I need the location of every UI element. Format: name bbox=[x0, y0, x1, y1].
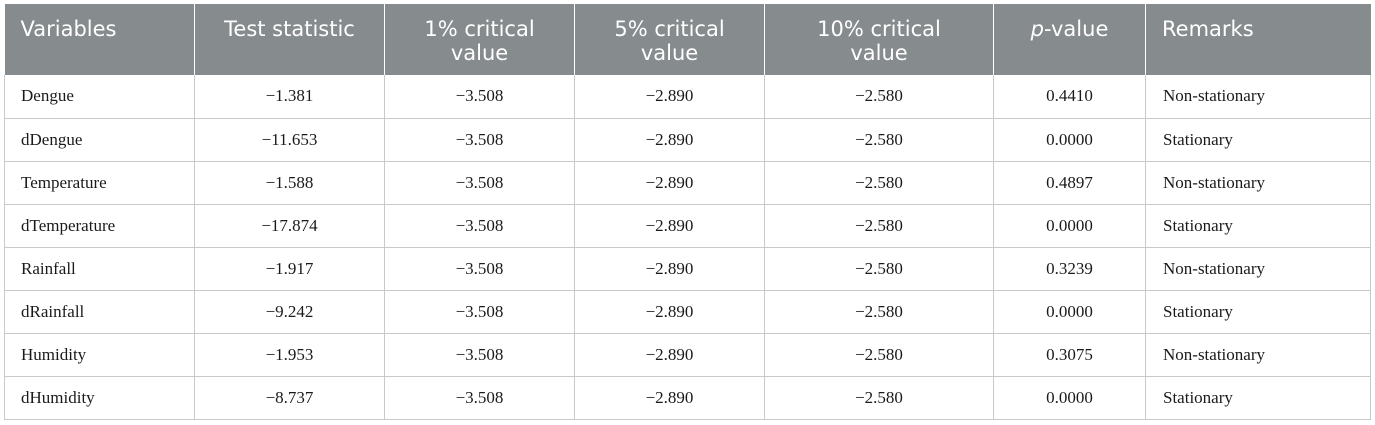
table-row[interactable]: dDengue −11.653 −3.508 −2.890 −2.580 0.0000 St… bbox=[4, 118, 1371, 162]
cell-5pct-critical-value: −2.890 bbox=[574, 75, 765, 119]
cell-test-statistic: −1.381 bbox=[194, 75, 385, 119]
cell-remarks: Stationary bbox=[1145, 376, 1371, 420]
header-5pct-line1: 5% critical bbox=[614, 17, 725, 41]
header-1pct-line2: value bbox=[450, 41, 509, 65]
header-10pct-line2: value bbox=[850, 41, 908, 65]
cell-remarks: Stationary bbox=[1145, 290, 1371, 334]
cell-p-value: 0.0000 bbox=[993, 204, 1146, 248]
cell-test-statistic: −17.874 bbox=[194, 204, 385, 248]
cell-p-value: 0.4410 bbox=[993, 75, 1146, 119]
cell-variable: dTemperature bbox=[4, 204, 195, 248]
cell-variable: Rainfall bbox=[4, 247, 195, 291]
header-10pct-line1: 10% critical bbox=[817, 17, 941, 41]
cell-test-statistic: −8.737 bbox=[194, 376, 385, 420]
cell-1pct-critical-value: −3.508 bbox=[384, 204, 575, 248]
cell-1pct-critical-value: −3.508 bbox=[384, 161, 575, 205]
cell-10pct-critical-value: −2.580 bbox=[764, 75, 994, 119]
table-row[interactable]: Dengue −1.381 −3.508 −2.890 −2.580 0.4410 Non-… bbox=[4, 75, 1371, 119]
cell-variable: Temperature bbox=[4, 161, 195, 205]
cell-5pct-critical-value: −2.890 bbox=[574, 118, 765, 162]
table-row[interactable]: dTemperature −17.874 −3.508 −2.890 −2.580 0.0… bbox=[4, 204, 1371, 248]
cell-1pct-critical-value: −3.508 bbox=[384, 118, 575, 162]
cell-1pct-critical-value: −3.508 bbox=[384, 290, 575, 334]
cell-5pct-critical-value: −2.890 bbox=[574, 161, 765, 205]
cell-p-value: 0.0000 bbox=[993, 290, 1146, 334]
table-row[interactable]: Temperature −1.588 −3.508 −2.890 −2.580 0.489… bbox=[4, 161, 1371, 205]
cell-1pct-critical-value: −3.508 bbox=[384, 376, 575, 420]
cell-p-value: 0.4897 bbox=[993, 161, 1146, 205]
cell-p-value: 0.3239 bbox=[993, 247, 1146, 291]
cell-p-value: 0.3075 bbox=[993, 333, 1146, 377]
header-10pct-critical-value[interactable]: 10% critical value bbox=[764, 4, 994, 75]
cell-10pct-critical-value: −2.580 bbox=[764, 161, 994, 205]
table-row[interactable]: Rainfall −1.917 −3.508 −2.890 −2.580 0.3239 No… bbox=[4, 247, 1371, 291]
cell-test-statistic: −1.953 bbox=[194, 333, 385, 377]
cell-remarks: Non-stationary bbox=[1145, 161, 1371, 205]
header-5pct-critical-value[interactable]: 5% critical value bbox=[574, 4, 765, 75]
header-p-value[interactable]: p-value bbox=[993, 4, 1146, 75]
header-remarks[interactable]: Remarks bbox=[1145, 4, 1371, 75]
table-row[interactable]: Humidity −1.953 −3.508 −2.890 −2.580 0.3075 No… bbox=[4, 333, 1371, 377]
cell-1pct-critical-value: −3.508 bbox=[384, 247, 575, 291]
cell-remarks: Non-stationary bbox=[1145, 333, 1371, 377]
table-row[interactable]: dRainfall −9.242 −3.508 −2.890 −2.580 0.0000 S… bbox=[4, 290, 1371, 334]
cell-10pct-critical-value: −2.580 bbox=[764, 204, 994, 248]
cell-10pct-critical-value: −2.580 bbox=[764, 247, 994, 291]
cell-test-statistic: −1.917 bbox=[194, 247, 385, 291]
cell-variable: Dengue bbox=[4, 75, 195, 119]
header-variables[interactable]: Variables bbox=[4, 4, 195, 75]
cell-p-value: 0.0000 bbox=[993, 118, 1146, 162]
cell-remarks: Stationary bbox=[1145, 204, 1371, 248]
cell-5pct-critical-value: −2.890 bbox=[574, 247, 765, 291]
cell-variable: dHumidity bbox=[4, 376, 195, 420]
table-row[interactable]: dHumidity −8.737 −3.508 −2.890 −2.580 0.0000 S… bbox=[4, 376, 1371, 420]
cell-remarks: Non-stationary bbox=[1145, 75, 1371, 119]
cell-5pct-critical-value: −2.890 bbox=[574, 290, 765, 334]
cell-10pct-critical-value: −2.580 bbox=[764, 376, 994, 420]
header-p-rest: -value bbox=[1043, 17, 1109, 41]
cell-remarks: Non-stationary bbox=[1145, 247, 1371, 291]
cell-5pct-critical-value: −2.890 bbox=[574, 333, 765, 377]
stationarity-test-table: Variables Test statistic 1% critical val… bbox=[4, 4, 1371, 420]
cell-variable: Humidity bbox=[4, 333, 195, 377]
cell-5pct-critical-value: −2.890 bbox=[574, 204, 765, 248]
cell-test-statistic: −9.242 bbox=[194, 290, 385, 334]
header-p-italic: p bbox=[1030, 17, 1044, 41]
cell-p-value: 0.0000 bbox=[993, 376, 1146, 420]
header-5pct-line2: value bbox=[640, 41, 699, 65]
header-1pct-critical-value[interactable]: 1% critical value bbox=[384, 4, 575, 75]
header-test-statistic[interactable]: Test statistic bbox=[194, 4, 385, 75]
cell-10pct-critical-value: −2.580 bbox=[764, 333, 994, 377]
cell-1pct-critical-value: −3.508 bbox=[384, 333, 575, 377]
cell-5pct-critical-value: −2.890 bbox=[574, 376, 765, 420]
cell-variable: dRainfall bbox=[4, 290, 195, 334]
cell-test-statistic: −1.588 bbox=[194, 161, 385, 205]
table-header-row: Variables Test statistic 1% critical val… bbox=[4, 4, 1371, 75]
cell-test-statistic: −11.653 bbox=[194, 118, 385, 162]
table-body: Dengue −1.381 −3.508 −2.890 −2.580 0.4410 Non-… bbox=[4, 75, 1371, 420]
stationarity-test-table-container: Variables Test statistic 1% critical val… bbox=[4, 4, 1371, 420]
cell-variable: dDengue bbox=[4, 118, 195, 162]
cell-remarks: Stationary bbox=[1145, 118, 1371, 162]
cell-10pct-critical-value: −2.580 bbox=[764, 290, 994, 334]
cell-10pct-critical-value: −2.580 bbox=[764, 118, 994, 162]
header-1pct-line1: 1% critical bbox=[424, 17, 535, 41]
cell-1pct-critical-value: −3.508 bbox=[384, 75, 575, 119]
